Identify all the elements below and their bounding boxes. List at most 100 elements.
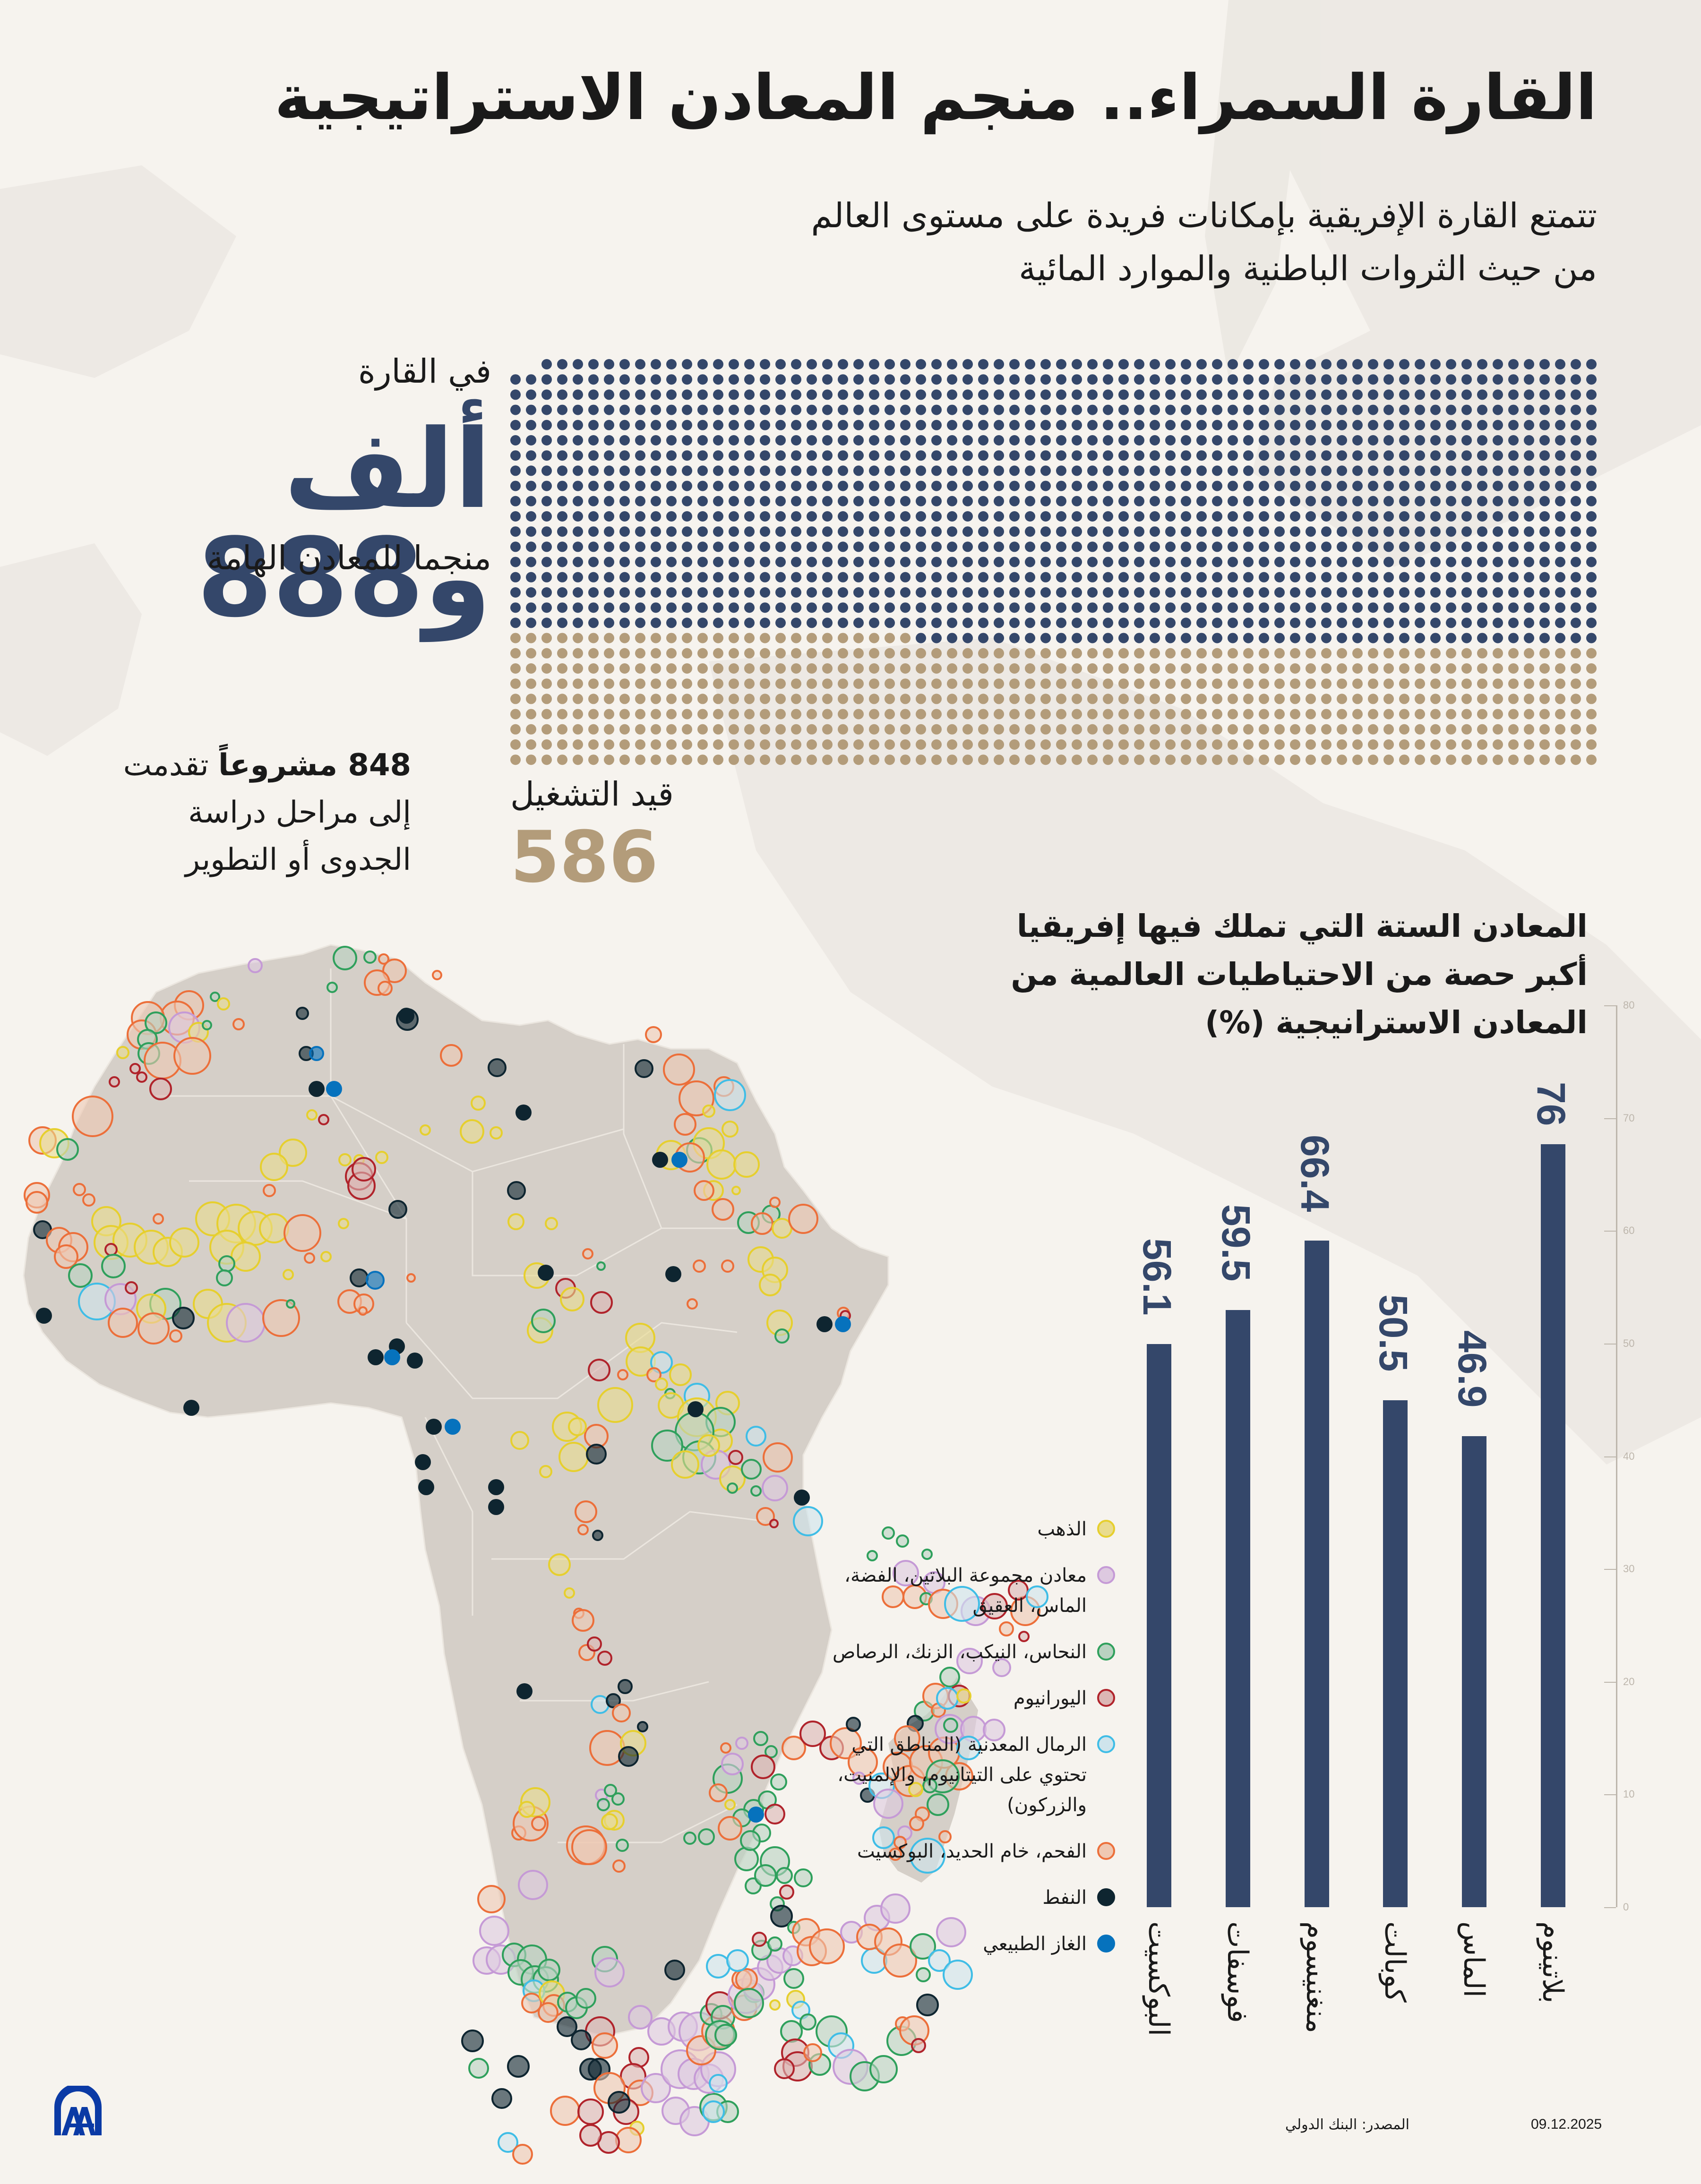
mine-dot bbox=[619, 374, 630, 385]
map-marker bbox=[388, 1200, 407, 1219]
legend-swatch-platinum-icon bbox=[1097, 1566, 1115, 1584]
legend-swatch-copper-icon bbox=[1097, 1643, 1115, 1661]
operating-mine-dot bbox=[1508, 694, 1519, 704]
mine-dot bbox=[760, 465, 770, 476]
operating-mine-dot bbox=[713, 663, 723, 674]
mine-dot bbox=[1571, 617, 1581, 628]
mine-dot bbox=[1368, 557, 1378, 567]
mine-dot bbox=[1196, 450, 1207, 461]
mine-dot bbox=[1087, 374, 1098, 385]
operating-mine-dot bbox=[1446, 694, 1456, 704]
operating-mine-dot bbox=[1430, 648, 1441, 659]
operating-mine-dot bbox=[1321, 663, 1332, 674]
mine-dot bbox=[526, 450, 536, 461]
mine-dot bbox=[900, 541, 911, 552]
mine-dot bbox=[1103, 435, 1113, 445]
map-marker bbox=[571, 2030, 592, 2050]
mine-dot bbox=[1524, 617, 1534, 628]
mine-dot bbox=[541, 420, 552, 430]
mine-dot bbox=[822, 557, 833, 567]
operating-mine-dot bbox=[1150, 663, 1160, 674]
operating-mine-dot bbox=[931, 754, 942, 765]
mine-dot bbox=[1072, 450, 1082, 461]
mine-dot bbox=[838, 572, 848, 582]
mine-dot bbox=[510, 541, 521, 552]
mine-dot bbox=[1056, 496, 1066, 506]
mine-dot bbox=[1009, 511, 1020, 522]
mine-dot bbox=[1025, 526, 1035, 537]
mine-dot bbox=[1477, 511, 1487, 522]
map-marker bbox=[615, 2127, 642, 2153]
mine-dot bbox=[916, 496, 926, 506]
mine-dot bbox=[682, 541, 692, 552]
mine-dot bbox=[1009, 450, 1020, 461]
mine-dot bbox=[604, 617, 614, 628]
map-marker bbox=[628, 2005, 653, 2030]
map-marker bbox=[751, 1212, 773, 1235]
mine-dot bbox=[1259, 572, 1269, 582]
mine-dot bbox=[588, 480, 599, 491]
map-marker bbox=[518, 1801, 535, 1818]
mine-dot bbox=[1446, 617, 1456, 628]
operating-mine-dot bbox=[1415, 709, 1425, 719]
mine-dot bbox=[526, 602, 536, 613]
operating-mine-dot bbox=[1383, 648, 1394, 659]
mine-dot bbox=[775, 602, 786, 613]
operating-mine-dot bbox=[651, 648, 661, 659]
mine-dot bbox=[1212, 480, 1222, 491]
operating-mine-dot bbox=[978, 754, 988, 765]
mine-dot bbox=[1446, 450, 1456, 461]
mine-dot bbox=[573, 511, 583, 522]
operating-mine-dot bbox=[791, 663, 801, 674]
mine-dot bbox=[885, 374, 895, 385]
operating-mine-dot bbox=[557, 694, 567, 704]
mine-dot bbox=[1009, 374, 1020, 385]
operating-mine-dot bbox=[1306, 694, 1316, 704]
mine-dot bbox=[1196, 435, 1207, 445]
mine-dot bbox=[1009, 404, 1020, 415]
mine-dot bbox=[1586, 389, 1597, 400]
bar-value-label: 56.1 bbox=[1135, 1238, 1179, 1316]
mine-dot bbox=[838, 465, 848, 476]
mine-dot bbox=[1181, 587, 1191, 598]
mine-dot bbox=[1196, 617, 1207, 628]
mine-dot bbox=[1259, 374, 1269, 385]
mine-dot bbox=[1415, 404, 1425, 415]
mine-dot bbox=[760, 450, 770, 461]
map-marker bbox=[564, 1587, 575, 1599]
mine-dot bbox=[1274, 617, 1285, 628]
bar-category-label: فوسفات bbox=[1221, 1921, 1254, 2023]
map-marker bbox=[763, 1442, 793, 1473]
operating-mine-dot bbox=[697, 724, 708, 735]
mine-dot bbox=[1118, 587, 1129, 598]
operating-mine-dot bbox=[1009, 724, 1020, 735]
operating-mine-dot bbox=[682, 678, 692, 689]
operating-mine-dot bbox=[604, 754, 614, 765]
mine-dot bbox=[1290, 587, 1300, 598]
operating-mine-dot bbox=[697, 648, 708, 659]
mine-dot bbox=[931, 526, 942, 537]
mine-dot bbox=[697, 572, 708, 582]
operating-mine-dot bbox=[1087, 663, 1098, 674]
map-marker bbox=[56, 1138, 79, 1161]
operating-mine-dot bbox=[1025, 648, 1035, 659]
mine-dot bbox=[1446, 633, 1456, 643]
mine-dot bbox=[1072, 496, 1082, 506]
mine-dot bbox=[1118, 511, 1129, 522]
mine-dot bbox=[1150, 541, 1160, 552]
mine-dot bbox=[510, 587, 521, 598]
operating-mine-dot bbox=[1212, 694, 1222, 704]
operating-mine-dot bbox=[838, 709, 848, 719]
legend-item-coal-iron: الفحم، خام الحديد، البوكسيت bbox=[832, 1836, 1115, 1867]
mine-dot bbox=[1228, 557, 1238, 567]
mine-dot bbox=[775, 465, 786, 476]
operating-mine-dot bbox=[1212, 754, 1222, 765]
mine-dot bbox=[666, 480, 677, 491]
operating-mine-dot bbox=[838, 648, 848, 659]
mine-dot bbox=[962, 374, 973, 385]
mine-dot bbox=[869, 389, 879, 400]
operating-mine-dot bbox=[1072, 739, 1082, 750]
mine-dot bbox=[541, 602, 552, 613]
mine-dot bbox=[713, 389, 723, 400]
mine-dot bbox=[978, 587, 988, 598]
